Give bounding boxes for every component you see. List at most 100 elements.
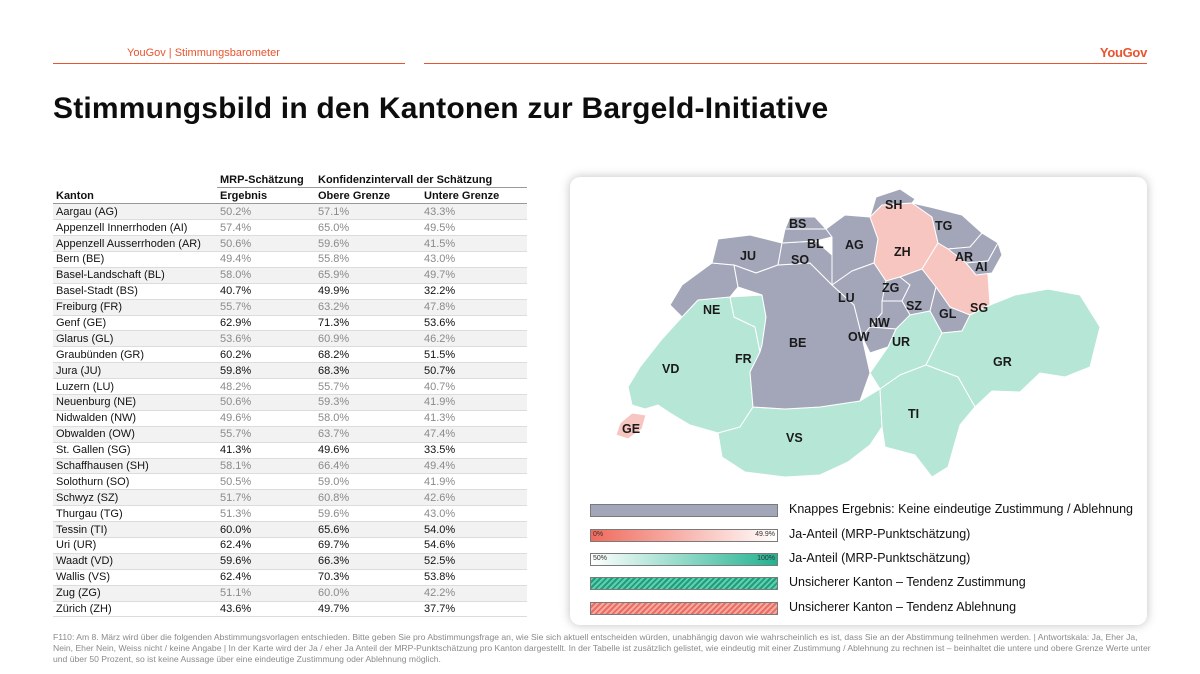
table-row: Schaffhausen (SH) 58.1% 66.4% 49.4% bbox=[53, 458, 527, 475]
cell-ergebnis: 43.6% bbox=[217, 601, 315, 618]
cell-kanton: Appenzell Innerrhoden (AI) bbox=[53, 219, 217, 237]
cell-untere: 41.5% bbox=[421, 235, 527, 252]
cell-untere: 37.7% bbox=[421, 601, 527, 618]
yougov-logo: YouGov bbox=[1099, 45, 1147, 60]
cell-kanton: Appenzell Ausserrhoden (AR) bbox=[53, 235, 217, 252]
cell-ergebnis: 40.7% bbox=[217, 283, 315, 300]
table-row: Basel-Landschaft (BL) 58.0% 65.9% 49.7% bbox=[53, 267, 527, 284]
map-panel: SH BS TG BL AG ZH JU SO AR AI LU ZG NE S… bbox=[570, 177, 1147, 625]
region-bs bbox=[784, 216, 827, 230]
table-row: Glarus (GL) 53.6% 60.9% 46.2% bbox=[53, 330, 527, 348]
map-label-ne: NE bbox=[703, 303, 720, 317]
table-row: Jura (JU) 59.8% 68.3% 50.7% bbox=[53, 362, 527, 380]
table-row: Freiburg (FR) 55.7% 63.2% 47.8% bbox=[53, 299, 527, 316]
cell-untere: 46.2% bbox=[421, 330, 527, 348]
cell-ergebnis: 58.0% bbox=[217, 267, 315, 284]
legend-label-reject: Unsicherer Kanton – Tendenz Ablehnung bbox=[789, 600, 1017, 614]
column-header-ergebnis: Ergebnis bbox=[217, 187, 315, 205]
legend-swatch-hatch-green bbox=[590, 577, 778, 590]
cell-ergebnis: 50.5% bbox=[217, 473, 315, 491]
cell-kanton: Waadt (VD) bbox=[53, 553, 217, 570]
cell-untere: 43.0% bbox=[421, 251, 527, 268]
cell-obere: 66.4% bbox=[315, 458, 421, 475]
header-divider-right bbox=[424, 63, 1147, 64]
cell-obere: 60.8% bbox=[315, 489, 421, 507]
cell-untere: 49.7% bbox=[421, 267, 527, 284]
cell-obere: 59.6% bbox=[315, 235, 421, 252]
table-row: Thurgau (TG) 51.3% 59.6% 43.0% bbox=[53, 505, 527, 523]
cell-obere: 59.6% bbox=[315, 505, 421, 523]
cell-kanton: Bern (BE) bbox=[53, 251, 217, 268]
cell-obere: 60.0% bbox=[315, 585, 421, 602]
cell-ergebnis: 60.0% bbox=[217, 521, 315, 538]
cell-kanton: Basel-Landschaft (BL) bbox=[53, 267, 217, 284]
map-label-vs: VS bbox=[786, 431, 803, 445]
cell-kanton: Wallis (VS) bbox=[53, 569, 217, 586]
cell-obere: 68.2% bbox=[315, 346, 421, 364]
map-label-ge: GE bbox=[622, 422, 640, 436]
map-label-bs: BS bbox=[789, 217, 806, 231]
cell-ergebnis: 62.4% bbox=[217, 569, 315, 586]
cell-obere: 71.3% bbox=[315, 315, 421, 332]
cell-untere: 43.3% bbox=[421, 203, 527, 221]
cell-kanton: Freiburg (FR) bbox=[53, 299, 217, 316]
cell-kanton: Schwyz (SZ) bbox=[53, 489, 217, 507]
cell-kanton: Basel-Stadt (BS) bbox=[53, 283, 217, 300]
map-label-zg: ZG bbox=[882, 281, 899, 295]
cell-obere: 58.0% bbox=[315, 410, 421, 427]
map-label-ju: JU bbox=[740, 249, 756, 263]
red-scale-max: 49.9% bbox=[755, 531, 775, 538]
table-row: St. Gallen (SG) 41.3% 49.6% 33.5% bbox=[53, 442, 527, 459]
map-label-sh: SH bbox=[885, 198, 902, 212]
cell-untere: 41.3% bbox=[421, 410, 527, 427]
cell-untere: 42.6% bbox=[421, 489, 527, 507]
cell-ergebnis: 50.2% bbox=[217, 203, 315, 221]
page-title: Stimmungsbild in den Kantonen zur Bargel… bbox=[53, 92, 829, 125]
cell-kanton: Schaffhausen (SH) bbox=[53, 458, 217, 475]
cell-ergebnis: 50.6% bbox=[217, 235, 315, 252]
legend-label-red: Ja-Anteil (MRP-Punktschätzung) bbox=[789, 527, 971, 541]
column-header-kanton: Kanton bbox=[53, 187, 217, 205]
cell-kanton: Glarus (GL) bbox=[53, 330, 217, 348]
table-row: Wallis (VS) 62.4% 70.3% 53.8% bbox=[53, 569, 527, 586]
cell-untere: 33.5% bbox=[421, 442, 527, 459]
map-label-ti: TI bbox=[908, 407, 919, 421]
table-row: Obwalden (OW) 55.7% 63.7% 47.4% bbox=[53, 426, 527, 443]
cell-kanton: Graubünden (GR) bbox=[53, 346, 217, 364]
cell-kanton: Tessin (TI) bbox=[53, 521, 217, 538]
region-ai bbox=[965, 242, 1003, 276]
cell-untere: 43.0% bbox=[421, 505, 527, 523]
cell-kanton: St. Gallen (SG) bbox=[53, 442, 217, 459]
cell-untere: 41.9% bbox=[421, 394, 527, 411]
cell-ergebnis: 49.6% bbox=[217, 410, 315, 427]
table-row: Genf (GE) 62.9% 71.3% 53.6% bbox=[53, 315, 527, 332]
map-label-vd: VD bbox=[662, 362, 679, 376]
green-scale-min: 50% bbox=[593, 555, 608, 562]
cell-obere: 49.9% bbox=[315, 283, 421, 300]
cell-ergebnis: 50.6% bbox=[217, 394, 315, 411]
cell-ergebnis: 59.6% bbox=[217, 553, 315, 570]
legend-label-close: Knappes Ergebnis: Keine eindeutige Zusti… bbox=[789, 502, 1133, 516]
legend-green-scale: 50% 100% Ja-Anteil (MRP-Punktschätzung) bbox=[590, 551, 1150, 567]
legend-swatch-green-gradient: 50% 100% bbox=[590, 553, 778, 566]
table-row: Zug (ZG) 51.1% 60.0% 42.2% bbox=[53, 585, 527, 602]
cell-kanton: Aargau (AG) bbox=[53, 203, 217, 221]
cell-ergebnis: 49.4% bbox=[217, 251, 315, 268]
column-header-untere: Untere Grenze bbox=[421, 187, 527, 205]
table-row: Basel-Stadt (BS) 40.7% 49.9% 32.2% bbox=[53, 283, 527, 300]
cell-obere: 60.9% bbox=[315, 330, 421, 348]
region-ti bbox=[879, 364, 976, 478]
cell-untere: 40.7% bbox=[421, 378, 527, 395]
map-label-ur: UR bbox=[892, 335, 910, 349]
map-label-ai: AI bbox=[975, 260, 988, 274]
legend-red-scale: 0% 49.9% Ja-Anteil (MRP-Punktschätzung) bbox=[590, 527, 1150, 543]
cell-obere: 65.9% bbox=[315, 267, 421, 284]
map-label-so: SO bbox=[791, 253, 809, 267]
map-label-tg: TG bbox=[935, 219, 952, 233]
table-row: Schwyz (SZ) 51.7% 60.8% 42.6% bbox=[53, 489, 527, 507]
cell-ergebnis: 53.6% bbox=[217, 330, 315, 348]
table-row: Neuenburg (NE) 50.6% 59.3% 41.9% bbox=[53, 394, 527, 411]
cell-untere: 32.2% bbox=[421, 283, 527, 300]
map-label-gl: GL bbox=[939, 307, 957, 321]
canton-results-table: MRP-Schätzung Konfidenzintervall der Sch… bbox=[53, 172, 527, 618]
